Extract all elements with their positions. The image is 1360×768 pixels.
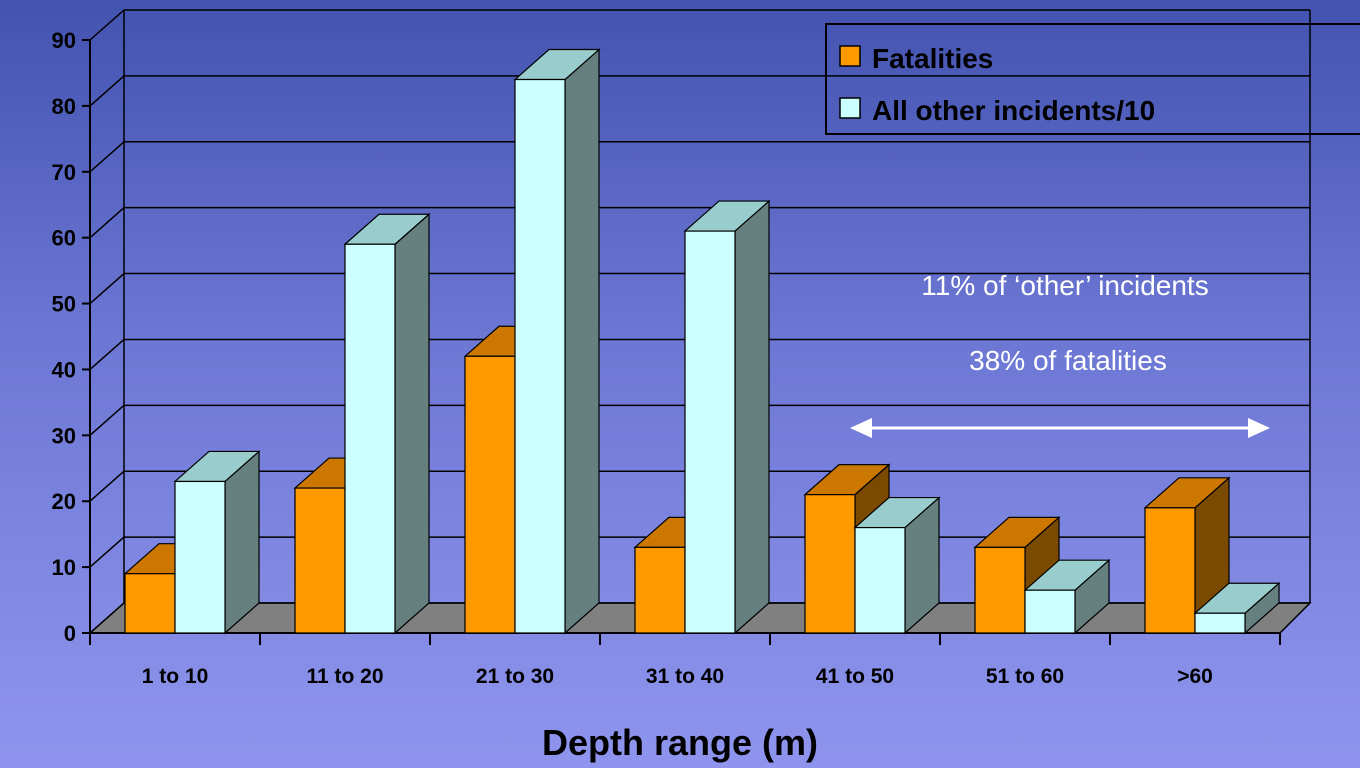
gridline-slant <box>89 9 125 41</box>
annotation-other-incidents: 11% of ‘other’ incidents <box>921 270 1208 301</box>
gridline-slant <box>89 404 125 436</box>
legend-label-other-incidents: All other incidents/10 <box>872 95 1155 126</box>
gridline-slant <box>89 141 125 173</box>
x-tick-label: 21 to 30 <box>476 665 554 688</box>
x-tick-label: >60 <box>1177 665 1213 688</box>
y-tick-label: 60 <box>52 226 76 251</box>
bars <box>123 48 1281 635</box>
x-tick-label: 51 to 60 <box>986 665 1064 688</box>
range-arrow <box>850 418 1270 438</box>
gridline-slant <box>89 602 125 634</box>
bar-other-incidents-3 <box>683 199 771 635</box>
y-tick-label: 20 <box>52 489 76 514</box>
y-tick-label: 30 <box>52 423 76 448</box>
x-tick-label: 41 to 50 <box>816 665 894 688</box>
y-tick-label: 10 <box>52 555 76 580</box>
legend-box <box>825 23 1360 135</box>
bar-other-incidents-4 <box>853 496 941 635</box>
legend-label-fatalities: Fatalities <box>872 43 993 74</box>
gridline-slant <box>89 75 125 107</box>
gridline-slant <box>89 536 125 568</box>
x-tick-label: 31 to 40 <box>646 665 724 688</box>
y-tick-label: 70 <box>52 160 76 185</box>
bar-other-incidents-6 <box>1193 581 1281 635</box>
y-tick-label: 40 <box>52 357 76 382</box>
x-tick-label: 1 to 10 <box>142 665 209 688</box>
annotation-fatalities: 38% of fatalities <box>969 345 1167 376</box>
x-tick-label: 11 to 20 <box>306 665 383 688</box>
y-tick-label: 90 <box>52 28 76 53</box>
gridline-slant <box>89 470 125 502</box>
y-tick-labels: 0 10 20 30 40 50 60 70 80 90 <box>52 28 76 646</box>
legend: Fatalities All other incidents/10 <box>825 23 1360 135</box>
bar-other-incidents-1 <box>343 212 431 635</box>
x-axis-title: Depth range (m) <box>542 722 818 763</box>
y-tick-label: 50 <box>52 292 76 317</box>
legend-swatch-fatalities <box>839 45 861 67</box>
y-tick-label: 80 <box>52 94 76 119</box>
gridline-slant <box>89 272 125 305</box>
bar-other-incidents-2 <box>513 48 601 635</box>
y-tick-label: 0 <box>64 621 76 646</box>
gridline-slant <box>89 338 125 371</box>
bar-other-incidents-5 <box>1023 558 1111 635</box>
bar-fatalities-6 <box>1143 476 1231 635</box>
legend-swatch-other-incidents <box>839 97 861 119</box>
x-tick-labels: 1 to 10 11 to 20 21 to 30 31 to 40 41 to 50 5… <box>142 665 1213 688</box>
bar-other-incidents-0 <box>173 450 261 635</box>
gridline-slant <box>89 207 125 239</box>
